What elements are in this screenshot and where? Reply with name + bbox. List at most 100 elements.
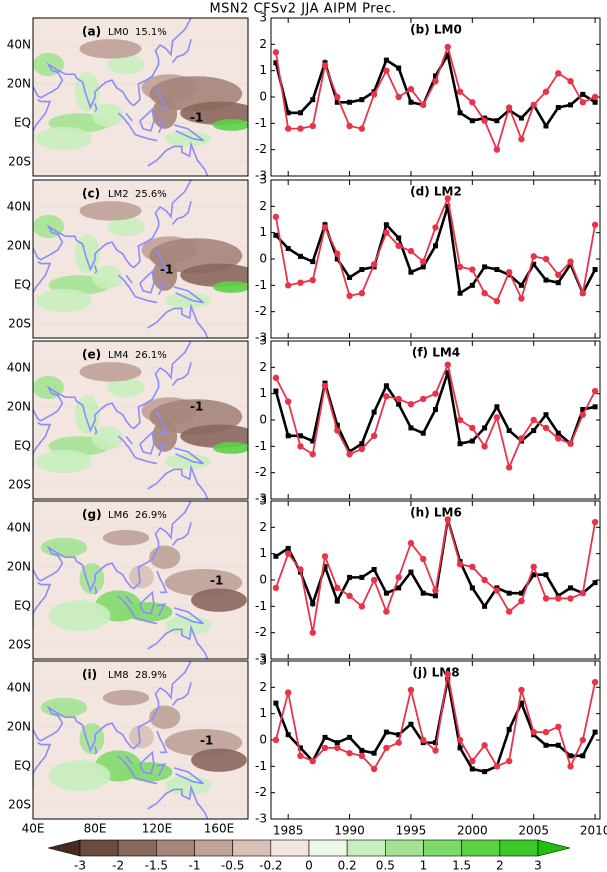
colorbar-label: -2 bbox=[112, 859, 124, 872]
point bbox=[505, 608, 513, 615]
point bbox=[591, 221, 599, 228]
coastline bbox=[75, 661, 192, 753]
point bbox=[456, 88, 464, 95]
y-tick-label: 2 bbox=[259, 520, 267, 534]
point bbox=[297, 745, 303, 751]
chart-title: (j) LM8 bbox=[412, 666, 459, 680]
shading bbox=[126, 762, 173, 782]
point bbox=[346, 451, 353, 458]
point bbox=[273, 388, 279, 394]
point bbox=[555, 723, 562, 731]
lat-label: 40N bbox=[7, 38, 31, 52]
point bbox=[371, 566, 377, 572]
point bbox=[395, 242, 402, 250]
point bbox=[518, 590, 524, 596]
variance-label: 26.9% bbox=[135, 510, 167, 521]
coastline bbox=[171, 38, 192, 64]
shading bbox=[91, 103, 123, 127]
point bbox=[506, 590, 512, 596]
point bbox=[322, 734, 328, 740]
contour-label: -1 bbox=[200, 734, 213, 748]
y-tick-label: -1 bbox=[255, 599, 267, 613]
coastline bbox=[139, 430, 155, 455]
point bbox=[469, 766, 475, 772]
point bbox=[309, 451, 316, 458]
point bbox=[591, 387, 599, 395]
point bbox=[272, 213, 280, 221]
point bbox=[297, 110, 303, 116]
y-tick-label: 2 bbox=[259, 37, 267, 51]
lat-label: EQ bbox=[14, 116, 31, 130]
point bbox=[321, 744, 329, 752]
coastline bbox=[94, 265, 98, 274]
panel-label: (a) bbox=[82, 25, 101, 39]
point bbox=[359, 441, 365, 447]
colorbar-label: 0 bbox=[305, 859, 313, 872]
point bbox=[407, 85, 415, 93]
coastline bbox=[171, 200, 192, 226]
colorbar-swatch bbox=[385, 839, 424, 857]
colorbar-swatch bbox=[270, 839, 310, 857]
shading bbox=[152, 259, 178, 291]
point bbox=[518, 686, 525, 694]
coastline bbox=[147, 141, 209, 176]
y-tick-label: 3 bbox=[259, 173, 267, 187]
lat-label: 20N bbox=[7, 239, 31, 253]
point bbox=[568, 753, 574, 759]
colorbar-label: -3 bbox=[74, 859, 86, 872]
x-tick-label: 2010 bbox=[580, 824, 607, 838]
contour-label: -1 bbox=[160, 263, 173, 277]
point bbox=[359, 267, 365, 273]
lat-label: 20S bbox=[8, 317, 31, 331]
point bbox=[309, 629, 316, 636]
y-tick-label: 2 bbox=[259, 199, 267, 213]
point bbox=[420, 430, 426, 436]
point bbox=[347, 99, 353, 105]
point bbox=[579, 736, 587, 744]
point bbox=[358, 445, 366, 453]
figure-title: MSN2 CFSv2 JJA AIPM Prec. bbox=[209, 2, 396, 17]
point bbox=[359, 574, 365, 580]
point bbox=[408, 569, 414, 575]
y-tick-label: -2 bbox=[255, 142, 267, 156]
point bbox=[518, 115, 524, 121]
point bbox=[579, 411, 587, 418]
shading bbox=[102, 529, 150, 546]
point bbox=[592, 99, 598, 105]
point bbox=[334, 598, 340, 604]
shading bbox=[191, 588, 247, 612]
point bbox=[273, 553, 279, 559]
point bbox=[542, 728, 550, 736]
point bbox=[555, 280, 561, 286]
colorbar-label: -1 bbox=[189, 859, 201, 872]
y-tick-label: 3 bbox=[259, 494, 267, 508]
colorbar-swatch bbox=[346, 839, 386, 857]
point bbox=[456, 416, 464, 424]
colorbar-label: 0.5 bbox=[376, 859, 395, 872]
lat-label: 40N bbox=[7, 521, 31, 535]
panel-label: (e) bbox=[82, 348, 101, 362]
y-tick-label: -3 bbox=[255, 812, 267, 826]
shading bbox=[79, 362, 142, 382]
point bbox=[407, 539, 415, 547]
coastline bbox=[33, 62, 78, 99]
point bbox=[530, 728, 537, 736]
point bbox=[432, 747, 439, 754]
shading bbox=[129, 565, 154, 589]
point bbox=[395, 395, 402, 403]
point bbox=[358, 603, 366, 610]
point bbox=[444, 195, 451, 202]
lat-label: EQ bbox=[14, 759, 31, 773]
point bbox=[518, 435, 525, 442]
point bbox=[555, 105, 561, 111]
colorbar-label: 1.5 bbox=[452, 859, 471, 872]
point bbox=[456, 561, 464, 568]
point bbox=[396, 585, 402, 591]
shading bbox=[152, 97, 178, 129]
point bbox=[359, 97, 365, 103]
point bbox=[591, 518, 599, 526]
coastline bbox=[75, 18, 192, 110]
point bbox=[420, 264, 426, 270]
coastline bbox=[94, 103, 98, 112]
point bbox=[482, 425, 488, 431]
